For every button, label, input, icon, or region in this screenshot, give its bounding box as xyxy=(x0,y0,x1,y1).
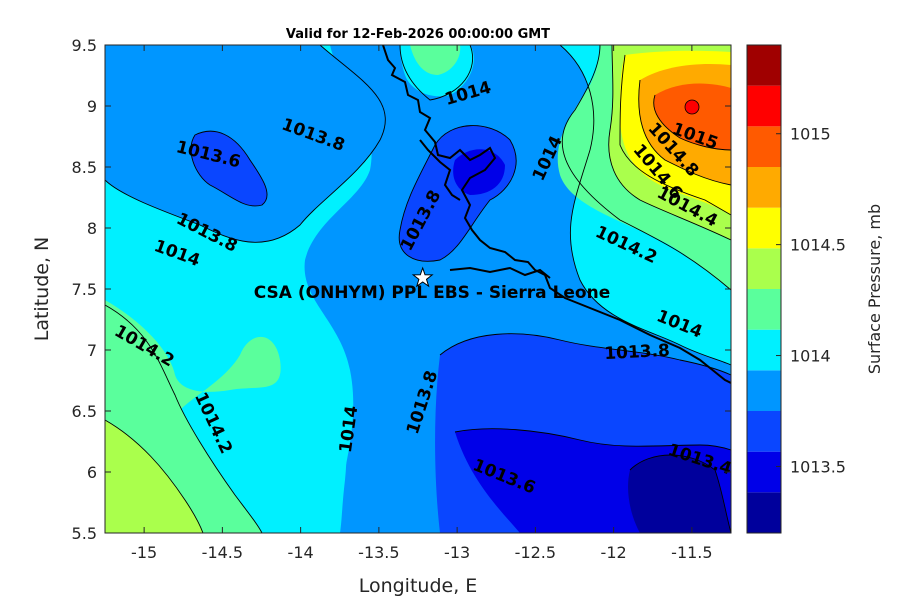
y-tick-label: 5.5 xyxy=(72,524,97,543)
site-label: CSA (ONHYM) PPL EBS - Sierra Leone xyxy=(254,283,611,303)
x-tick-label: -11.5 xyxy=(671,543,712,562)
colorbar-swatch xyxy=(747,45,781,86)
y-tick-label: 6 xyxy=(87,463,97,482)
y-tick-label: 7 xyxy=(87,341,97,360)
colorbar-swatch xyxy=(747,85,781,127)
contour-lines xyxy=(105,45,731,533)
y-tick-label: 7.5 xyxy=(72,280,97,299)
coastline xyxy=(382,45,731,384)
site-marker-group: CSA (ONHYM) PPL EBS - Sierra Leone xyxy=(254,266,611,303)
x-tick-label: -12 xyxy=(601,543,627,562)
band-nw-1013-6 xyxy=(190,131,268,206)
colorbar-tick-label: 1013.5 xyxy=(790,457,846,476)
y-tick-label: 9 xyxy=(87,97,97,116)
colorbar-tick-label: 1014 xyxy=(790,347,831,366)
colorbar-tick-label: 1015 xyxy=(790,125,831,144)
band-e-peak xyxy=(684,99,700,115)
colorbar-swatch xyxy=(747,207,781,249)
y-axis-ticks: 5.5 6 6.5 7 7.5 8 8.5 9 9.5 xyxy=(72,36,731,543)
band-se-1013-2 xyxy=(628,455,731,533)
x-axis-ticks: -15 -14.5 -14 -13.5 -13 -12.5 -12 -11.5 xyxy=(131,45,713,562)
band-nw-1013-8 xyxy=(105,45,386,243)
figure-title: Valid for 12-Feb-2026 00:00:00 GMT xyxy=(286,27,550,42)
colorbar xyxy=(746,44,782,534)
map-area xyxy=(105,45,731,533)
colorbar-tick-label: 1014.5 xyxy=(790,236,846,255)
colorbar-swatch xyxy=(747,248,781,289)
contour-label: 1013.8 xyxy=(604,341,671,364)
band-sw-1014-4 xyxy=(105,420,203,533)
star-icon[interactable] xyxy=(411,266,434,288)
colorbar-swatch xyxy=(747,167,781,208)
colorbar-swatch xyxy=(747,370,781,411)
x-tick-label: -15 xyxy=(131,543,157,562)
colorbar-swatch xyxy=(747,492,781,533)
colorbar-ticks: 1013.5 1014 1014.5 1015 xyxy=(776,125,846,476)
band-n-1014-2 xyxy=(410,45,461,75)
y-tick-label: 8 xyxy=(87,219,97,238)
y-tick-label: 6.5 xyxy=(72,402,97,421)
x-tick-label: -12.5 xyxy=(515,543,556,562)
colorbar-swatch xyxy=(747,289,781,330)
x-axis-label: Longitude, E xyxy=(359,575,478,597)
colorbar-swatch xyxy=(747,411,781,452)
y-tick-label: 9.5 xyxy=(72,36,97,55)
x-tick-label: -14 xyxy=(288,543,314,562)
colorbar-swatch xyxy=(747,329,781,371)
band-e-1015 xyxy=(653,83,731,150)
colorbar-swatch xyxy=(747,451,781,493)
x-tick-label: -13 xyxy=(444,543,470,562)
colorbar-swatch xyxy=(747,126,781,167)
y-axis-label: Latitude, N xyxy=(31,237,53,342)
x-tick-label: -14.5 xyxy=(202,543,243,562)
colorbar-label: Surface Pressure, mb xyxy=(865,204,884,374)
y-tick-label: 8.5 xyxy=(72,158,97,177)
x-tick-label: -13.5 xyxy=(358,543,399,562)
colorbar-frame xyxy=(746,44,782,534)
